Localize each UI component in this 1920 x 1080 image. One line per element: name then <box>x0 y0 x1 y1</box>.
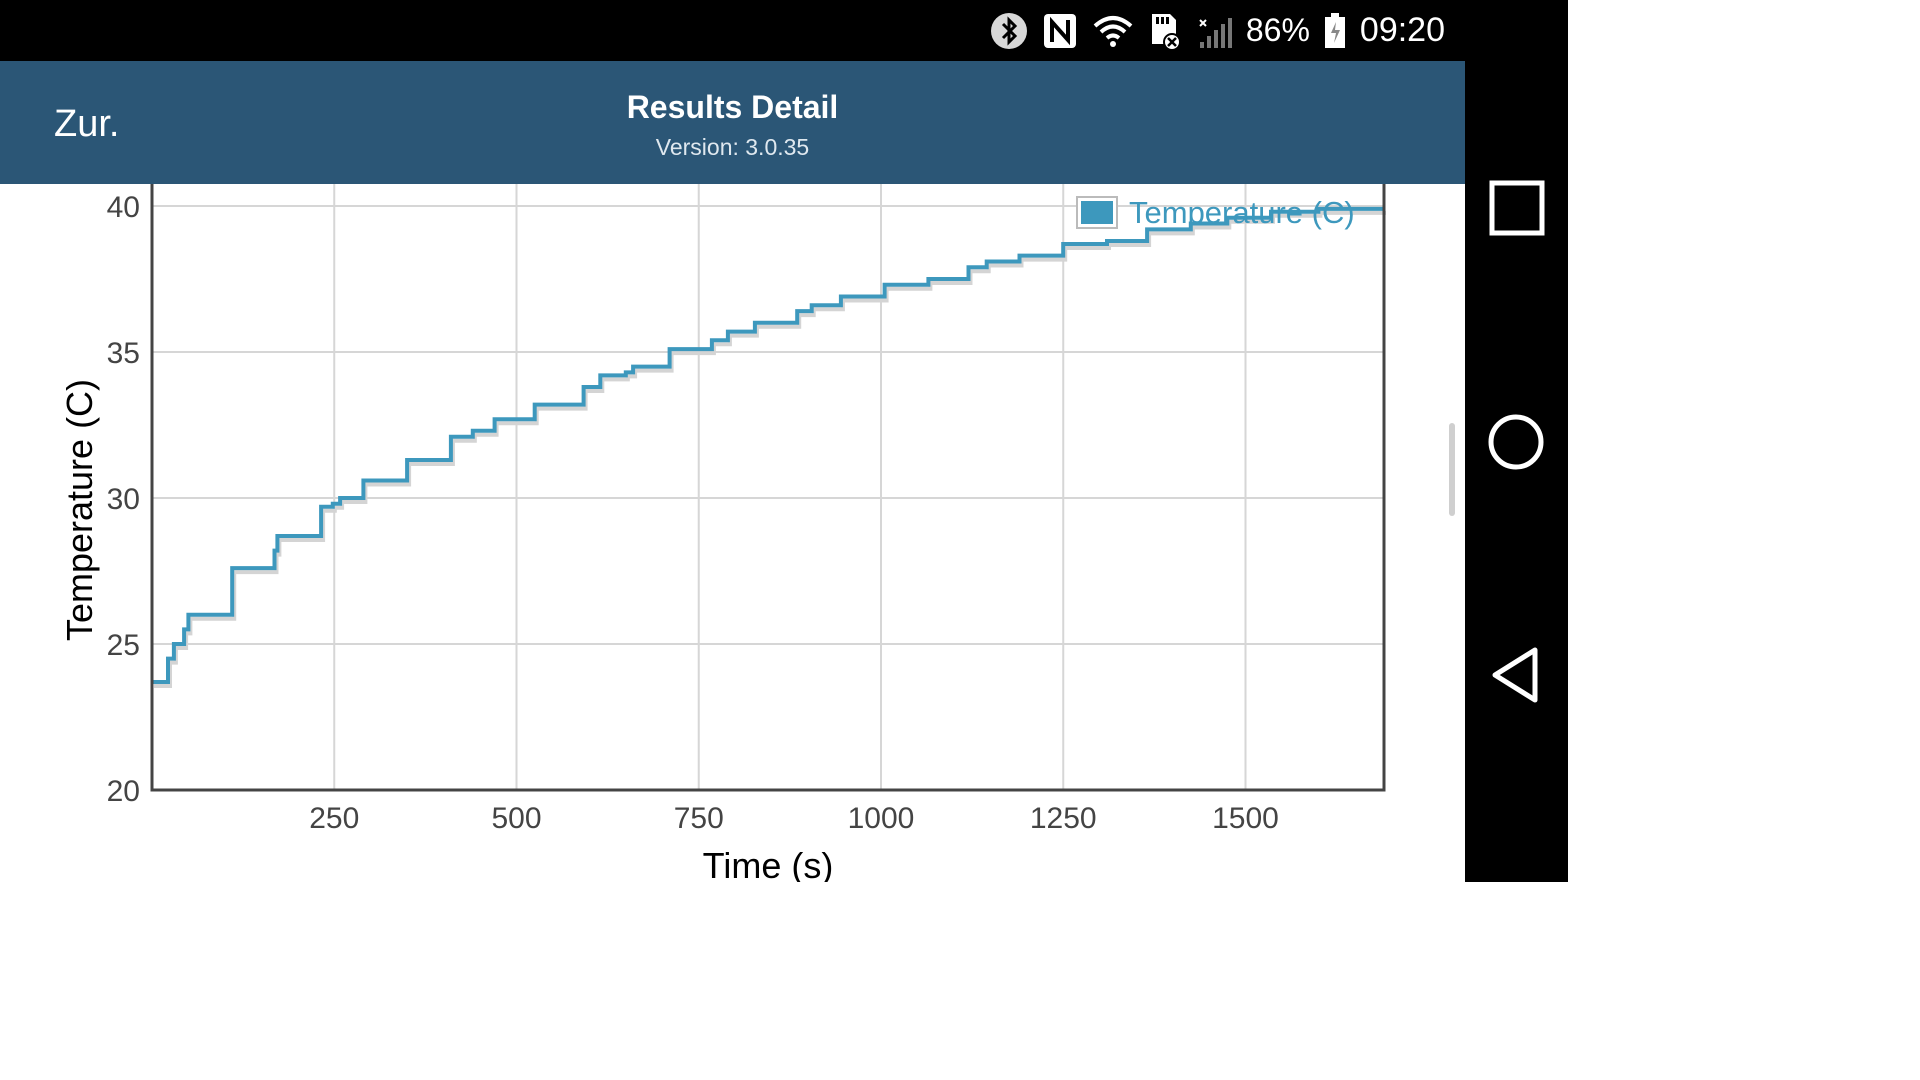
navigation-bar <box>1465 0 1568 882</box>
scroll-indicator[interactable] <box>1449 423 1455 516</box>
legend-label: Temperature (C) <box>1129 195 1355 230</box>
battery-icon <box>1324 12 1346 49</box>
y-tick-label: 30 <box>107 483 140 516</box>
chart-legend: Temperature (C) <box>1076 195 1355 230</box>
home-icon[interactable] <box>1487 413 1545 471</box>
y-tick-label: 40 <box>107 191 140 224</box>
page-title: Results Detail <box>626 89 839 125</box>
status-icons: 86% 09:20 <box>990 0 1445 61</box>
x-tick-label: 250 <box>309 802 359 835</box>
nfc-icon <box>1042 12 1078 50</box>
legend-swatch <box>1081 201 1113 224</box>
bluetooth-icon <box>990 12 1028 50</box>
x-tick-label: 1000 <box>848 802 915 835</box>
series-shadow <box>154 210 1386 688</box>
x-tick-label: 500 <box>491 802 541 835</box>
x-tick-label: 1500 <box>1212 802 1279 835</box>
status-bar: 86% 09:20 <box>0 0 1465 61</box>
temperature-chart: 20 25 30 35 40 250 500 750 1000 1250 1500 Tempera… <box>59 184 1386 882</box>
plot-frame <box>150 184 1386 792</box>
back-button[interactable]: Zur. <box>54 103 120 145</box>
clock: 09:20 <box>1359 11 1445 49</box>
recent-apps-icon[interactable] <box>1489 180 1545 236</box>
battery-percent: 86% <box>1245 12 1310 48</box>
sd-card-icon <box>1148 12 1182 50</box>
y-tick-label: 20 <box>107 775 140 808</box>
wifi-icon <box>1092 14 1134 48</box>
y-tick-label: 25 <box>107 629 140 662</box>
x-tick-label: 1250 <box>1030 802 1097 835</box>
series-line-temperature <box>152 206 1384 684</box>
back-icon[interactable] <box>1489 646 1541 704</box>
chart-grid <box>152 184 1384 791</box>
y-axis-label: Temperature (C) <box>59 379 100 641</box>
x-tick-label: 750 <box>674 802 724 835</box>
app-bar: Zur. Results Detail Version: 3.0.35 <box>0 61 1465 184</box>
y-tick-label: 35 <box>107 337 140 370</box>
y-axis-ticks: 20 25 30 35 40 <box>107 191 140 808</box>
x-axis-ticks: 250 500 750 1000 1250 1500 <box>309 802 1279 835</box>
plot-area <box>152 206 1386 688</box>
version-subtitle: Version: 3.0.35 <box>655 134 810 160</box>
x-axis-label: Time (s) <box>703 845 834 882</box>
signal-icon <box>1196 12 1232 50</box>
